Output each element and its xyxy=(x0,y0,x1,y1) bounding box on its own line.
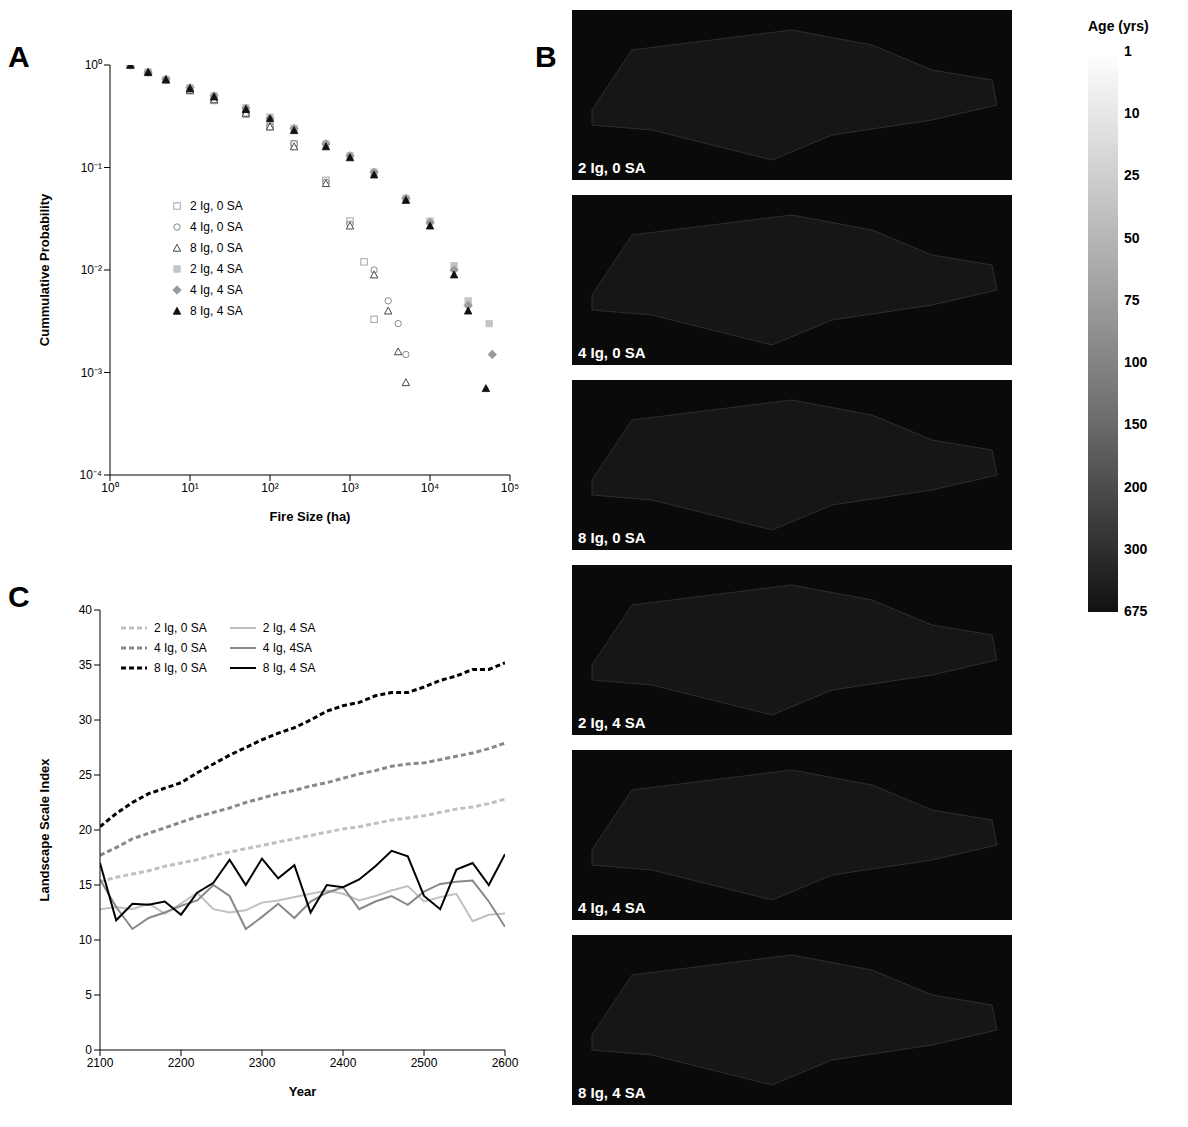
html-text:8 Ig, 4 SA: 8 Ig, 4 SA xyxy=(578,1084,646,1101)
html-text:2 Ig, 4 SA: 2 Ig, 4 SA xyxy=(190,261,243,276)
svg-text:10: 10 xyxy=(79,933,93,947)
html-text:2 Ig, 0 SA: 2 Ig, 0 SA xyxy=(154,621,207,635)
svg-text:20: 20 xyxy=(79,823,93,837)
html-text:4 Ig, 0 SA: 4 Ig, 0 SA xyxy=(190,219,243,234)
svg-text:Fire Size (ha): Fire Size (ha) xyxy=(270,509,351,524)
svg-text:0: 0 xyxy=(85,1043,92,1057)
svg-text:30: 30 xyxy=(79,713,93,727)
html-text:8 Ig, 0 SA: 8 Ig, 0 SA xyxy=(578,529,646,546)
svg-text:Landscape Scale Index: Landscape Scale Index xyxy=(37,758,52,902)
html-text:4 Ig, 4 SA: 4 Ig, 4 SA xyxy=(190,282,243,297)
svg-text:5: 5 xyxy=(85,988,92,1002)
html-text:75: 75 xyxy=(1124,291,1140,308)
svg-text:2500: 2500 xyxy=(411,1056,438,1070)
html-text:8 Ig, 4 SA: 8 Ig, 4 SA xyxy=(262,661,316,675)
svg-text:35: 35 xyxy=(79,658,93,672)
svg-text:2600: 2600 xyxy=(492,1056,519,1070)
svg-text:2400: 2400 xyxy=(330,1056,357,1070)
html-text:1: 1 xyxy=(1124,43,1132,59)
html-text:4 Ig, 0 SA: 4 Ig, 0 SA xyxy=(578,344,646,361)
svg-text:10¹: 10¹ xyxy=(181,481,198,495)
svg-text:2300: 2300 xyxy=(249,1056,276,1070)
html-text:4 Ig, 4 SA: 4 Ig, 4 SA xyxy=(578,899,646,916)
svg-text:Cummulative Probability: Cummulative Probability xyxy=(37,193,52,346)
svg-text:2100: 2100 xyxy=(87,1056,114,1070)
svg-text:10⁻⁴: 10⁻⁴ xyxy=(79,468,102,482)
svg-text:10⁰: 10⁰ xyxy=(101,481,118,495)
html-text:4 Ig, 0 SA: 4 Ig, 0 SA xyxy=(154,641,207,655)
svg-text:10⁻³: 10⁻³ xyxy=(81,366,102,380)
html-text:675: 675 xyxy=(1124,603,1148,619)
svg-text:2200: 2200 xyxy=(168,1056,195,1070)
html-text:25: 25 xyxy=(1124,167,1140,184)
svg-text:10⁻²: 10⁻² xyxy=(81,263,102,277)
html-text:100: 100 xyxy=(1124,354,1148,371)
html-text:10: 10 xyxy=(1124,105,1140,122)
html-text:2 Ig, 0 SA: 2 Ig, 0 SA xyxy=(578,159,646,176)
svg-text:Year: Year xyxy=(289,1084,316,1099)
svg-text:10⁴: 10⁴ xyxy=(421,481,440,495)
html-text:150: 150 xyxy=(1124,416,1148,433)
html-text:C: C xyxy=(8,580,30,613)
html-text:Age (yrs): Age (yrs) xyxy=(1088,18,1149,34)
svg-text:10³: 10³ xyxy=(341,481,358,495)
html-text:300: 300 xyxy=(1124,540,1148,557)
svg-text:10⁰: 10⁰ xyxy=(85,58,102,72)
html-text:2 Ig, 4 SA: 2 Ig, 4 SA xyxy=(262,621,316,635)
svg-text:15: 15 xyxy=(79,878,93,892)
html-text:8 Ig, 0 SA: 8 Ig, 0 SA xyxy=(190,240,243,255)
html-text:200: 200 xyxy=(1124,478,1148,495)
svg-text:10⁵: 10⁵ xyxy=(501,481,519,495)
html-text:50: 50 xyxy=(1124,229,1140,246)
html-text:2 Ig, 4 SA: 2 Ig, 4 SA xyxy=(578,714,646,731)
html-text:2 Ig, 0 SA: 2 Ig, 0 SA xyxy=(190,198,243,213)
html-text:8 Ig, 4 SA: 8 Ig, 4 SA xyxy=(190,303,243,318)
svg-text:10⁻¹: 10⁻¹ xyxy=(81,161,102,175)
svg-text:25: 25 xyxy=(79,768,93,782)
html-text:B: B xyxy=(535,40,557,73)
svg-text:40: 40 xyxy=(79,603,93,617)
html-text:4 Ig, 4SA: 4 Ig, 4SA xyxy=(262,641,313,655)
html-text:A: A xyxy=(8,40,30,73)
svg-text:10²: 10² xyxy=(261,481,278,495)
html-text:8 Ig, 0 SA: 8 Ig, 0 SA xyxy=(154,661,207,675)
